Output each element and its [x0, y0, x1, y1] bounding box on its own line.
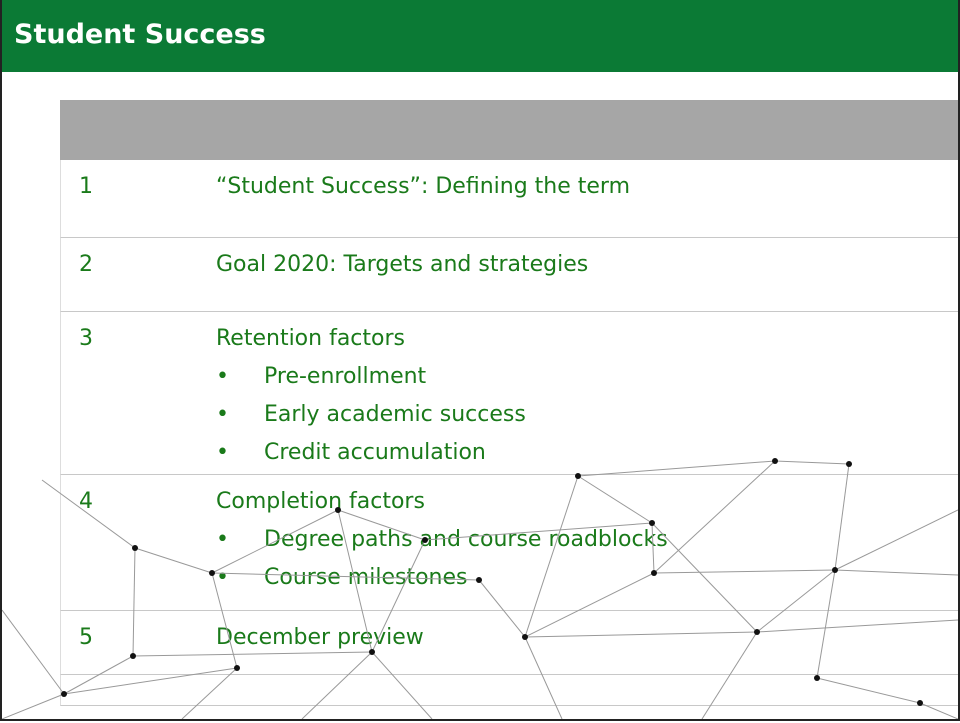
bullet-text: Pre-enrollment — [264, 364, 427, 389]
network-edge — [834, 509, 958, 571]
row-topic: Completion factors — [216, 489, 425, 514]
agenda-table: 1 “Student Success”: Defining the term 2 Go… — [60, 100, 958, 706]
table-row: 5 December preview — [60, 611, 958, 675]
network-edge — [132, 547, 136, 657]
network-node — [422, 537, 428, 543]
network-node — [61, 691, 67, 697]
network-node — [130, 653, 136, 659]
bullet-item: • Degree paths and course roadblocks — [216, 527, 668, 552]
bullet-item: • Credit accumulation — [216, 440, 486, 465]
network-edge — [834, 569, 958, 576]
network-node — [846, 461, 852, 467]
bullet-text: Early academic success — [264, 402, 526, 427]
network-edge — [211, 509, 339, 574]
network-edge — [63, 655, 134, 695]
network-edge — [816, 677, 921, 704]
network-node — [814, 675, 820, 681]
network-edge — [211, 572, 238, 669]
bullet-item: • Pre-enrollment — [216, 364, 427, 389]
row-number: 5 — [79, 625, 93, 650]
network-edge — [132, 651, 373, 657]
network-edge — [337, 509, 426, 541]
row-number: 4 — [79, 489, 93, 514]
table-row: 2 Goal 2020: Targets and strategies — [60, 238, 958, 312]
bullet-text: Degree paths and course roadblocks — [264, 527, 668, 552]
row-topic: Goal 2020: Targets and strategies — [216, 252, 589, 277]
network-edge — [301, 651, 373, 719]
network-edge — [919, 702, 958, 719]
table-header — [60, 100, 958, 160]
network-node — [917, 700, 923, 706]
network-edge — [577, 475, 653, 524]
network-node — [754, 629, 760, 635]
network-edge — [774, 460, 850, 465]
table-row — [60, 675, 958, 706]
row-number: 1 — [79, 174, 93, 199]
network-edge — [63, 667, 238, 695]
network-edge — [653, 569, 836, 574]
network-node — [209, 570, 215, 576]
header: Student Success — [2, 0, 958, 72]
network-edge — [524, 475, 579, 638]
network-node — [369, 649, 375, 655]
network-node — [575, 473, 581, 479]
network-node — [335, 507, 341, 513]
network-node — [651, 570, 657, 576]
table-row: 3 Retention factors • Pre-enrollment • Early … — [60, 312, 958, 475]
network-edge — [2, 609, 65, 695]
network-edge — [651, 522, 758, 633]
row-topic: “Student Success”: Defining the term — [216, 174, 630, 199]
network-edge — [524, 572, 655, 638]
row-topic: December preview — [216, 625, 424, 650]
network-edge — [211, 572, 480, 581]
network-node — [772, 458, 778, 464]
network-node — [234, 665, 240, 671]
bullet-item: • Early academic success — [216, 402, 526, 427]
network-node — [832, 567, 838, 573]
network-edge — [371, 539, 426, 653]
network-edge — [424, 522, 653, 541]
network-edge — [577, 460, 776, 477]
network-edge — [816, 569, 836, 679]
network-edge — [701, 631, 758, 719]
network-edge — [524, 636, 563, 719]
network-edge — [756, 619, 958, 633]
row-topic: Retention factors — [216, 326, 405, 351]
network-edge — [756, 569, 836, 633]
network-node — [476, 577, 482, 583]
table-row: 1 “Student Success”: Defining the term — [60, 160, 958, 238]
bullet-text: Credit accumulation — [264, 440, 486, 465]
network-edge — [41, 479, 136, 549]
network-edge — [651, 522, 655, 574]
network-edge — [524, 631, 758, 638]
network-node — [522, 634, 528, 640]
network-edge — [337, 509, 373, 653]
network-edge — [653, 460, 776, 574]
network-node — [132, 545, 138, 551]
row-number: 2 — [79, 252, 93, 277]
network-node — [649, 520, 655, 526]
network-edge — [371, 651, 433, 719]
title: Student Success — [14, 19, 266, 50]
network-edge — [478, 579, 526, 638]
network-edge — [2, 693, 65, 719]
network-edge — [834, 463, 850, 571]
network-edge — [134, 547, 213, 574]
row-number: 3 — [79, 326, 93, 351]
network-edge — [181, 667, 238, 719]
